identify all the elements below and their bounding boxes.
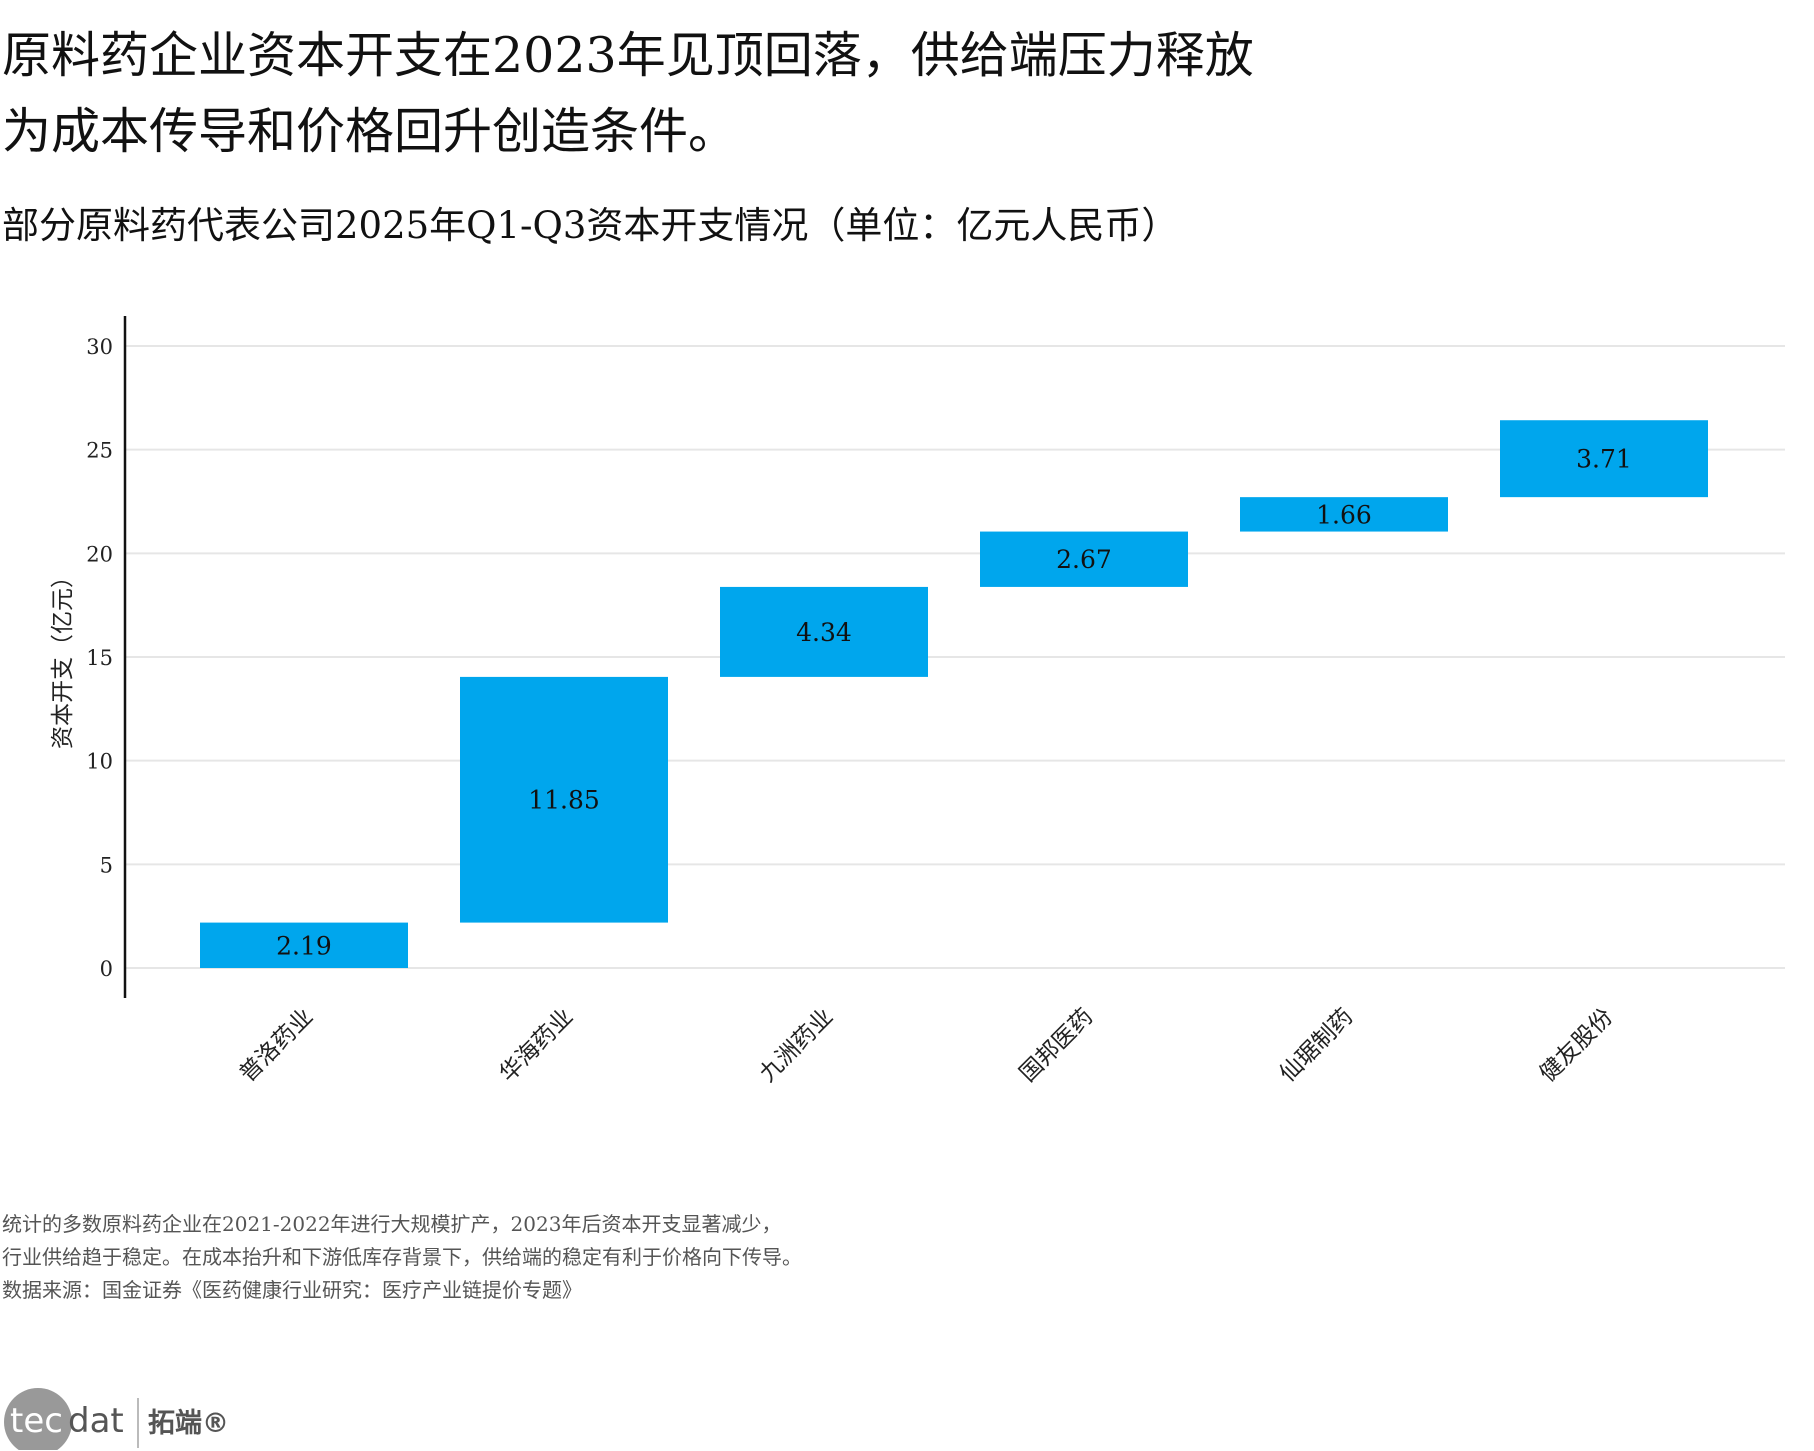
y-tick-label: 5 bbox=[100, 853, 113, 877]
footnote-1: 统计的多数原料药企业在2021-2022年进行大规模扩产，2023年后资本开支显… bbox=[2, 1212, 782, 1236]
x-tick-label: 九洲药业 bbox=[755, 1004, 838, 1087]
y-tick-label: 30 bbox=[86, 335, 113, 359]
bar-3 bbox=[720, 586, 928, 677]
footnote-2: 行业供给趋于稳定。在成本抬升和下游低库存背景下，供给端的稳定有利于价格向下传导。 bbox=[2, 1245, 802, 1269]
tecdat-logo: tec dat 拓端® bbox=[4, 1388, 229, 1450]
y-tick-label: 0 bbox=[100, 957, 113, 981]
waterfall-chart: 0 5 10 15 20 25 30 资本开支（亿元） 2.19 普洛药业 11.85 华海药业 4.3… bbox=[50, 316, 1785, 1087]
bar-5 bbox=[1240, 497, 1448, 532]
y-tick-label: 15 bbox=[86, 646, 113, 670]
data-label: 3.71 bbox=[1576, 445, 1632, 474]
chart-subtitle: 部分原料药代表公司2025年Q1-Q3资本开支情况（单位：亿元人民币） bbox=[2, 204, 1179, 247]
data-label: 4.34 bbox=[796, 618, 852, 647]
data-label: 11.85 bbox=[528, 786, 600, 815]
svg-text:拓端®: 拓端® bbox=[148, 1408, 229, 1439]
y-tick-label: 10 bbox=[86, 750, 113, 774]
y-tick-label: 20 bbox=[86, 542, 113, 566]
title-line-1: 原料药企业资本开支在2023年见顶回落，供给端压力释放 bbox=[2, 27, 1254, 84]
chart-title: 原料药企业资本开支在2023年见顶回落，供给端压力释放 为成本传导和价格回升创造条… bbox=[2, 18, 1502, 170]
bar-2 bbox=[460, 676, 668, 923]
bar-4 bbox=[980, 531, 1188, 587]
bar-6 bbox=[1500, 420, 1708, 498]
data-label: 2.67 bbox=[1056, 545, 1112, 574]
data-label: 1.66 bbox=[1316, 500, 1372, 529]
svg-text:dat: dat bbox=[68, 1401, 124, 1441]
svg-text:tec: tec bbox=[10, 1401, 63, 1441]
x-tick-label: 普洛药业 bbox=[235, 1004, 318, 1087]
title-line-2: 为成本传导和价格回升创造条件。 bbox=[2, 103, 738, 160]
x-tick-label: 华海药业 bbox=[495, 1004, 578, 1087]
y-tick-label: 25 bbox=[86, 439, 113, 463]
data-label: 2.19 bbox=[276, 931, 332, 960]
bar-1 bbox=[200, 922, 408, 968]
x-tick-label: 仙琚制药 bbox=[1275, 1004, 1358, 1087]
x-tick-label: 健友股份 bbox=[1535, 1004, 1618, 1087]
source-note: 数据来源：国金证券《医药健康行业研究：医疗产业链提价专题》 bbox=[2, 1278, 582, 1302]
x-tick-label: 国邦医药 bbox=[1015, 1004, 1098, 1087]
y-axis-label: 资本开支（亿元） bbox=[50, 565, 76, 749]
